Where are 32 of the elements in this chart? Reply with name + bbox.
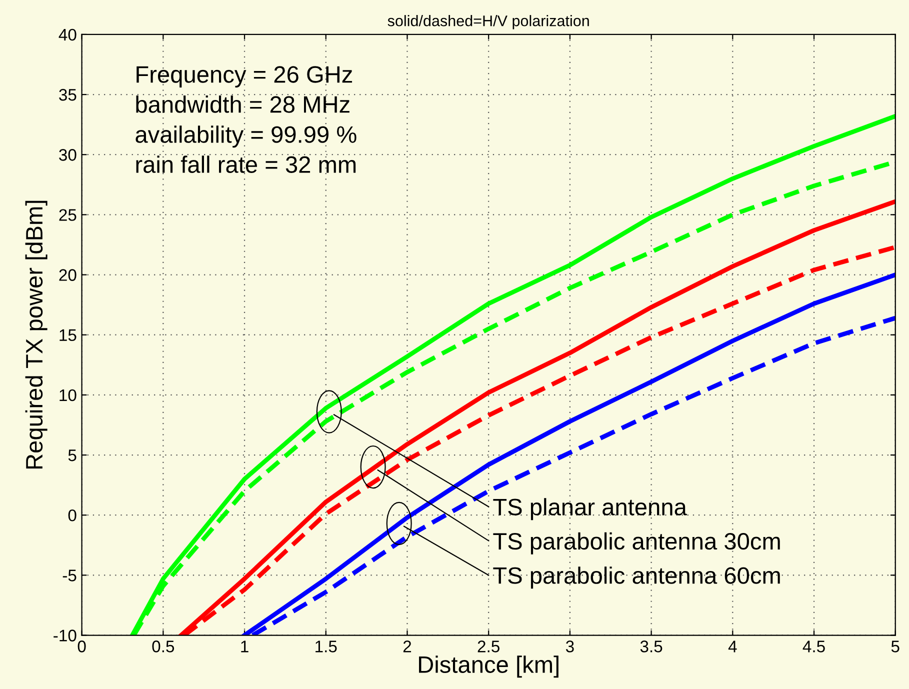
- y-tick-label: -5: [62, 570, 76, 582]
- x-tick-label: 0.5: [152, 640, 174, 652]
- annotation: TS planar antenna: [493, 498, 687, 520]
- x-tick-label: 2: [403, 640, 412, 652]
- x-tick-label: 5: [891, 640, 900, 652]
- x-tick-label: 2.5: [478, 640, 500, 652]
- y-tick-label: 20: [59, 269, 76, 281]
- x-axis-title: Distance [km]: [419, 656, 558, 678]
- x-tick-label: 0: [78, 640, 86, 652]
- y-tick-label: 5: [68, 450, 76, 462]
- y-tick-label: -10: [54, 630, 76, 642]
- annotation: rain fall rate = 32 mm: [136, 156, 356, 173]
- x-tick-label: 3.5: [640, 640, 662, 652]
- x-tick-label: 4.5: [802, 640, 825, 652]
- y-tick-label: 40: [58, 28, 76, 41]
- y-tick-label: 10: [60, 389, 76, 402]
- chart-title: solid/dashed=H/V polarization: [388, 15, 589, 30]
- annotation: bandwidth = 28 MHz: [136, 96, 350, 113]
- x-tick-label: 4: [728, 640, 737, 652]
- y-tick-label: 25: [59, 209, 76, 221]
- annotation: Frequency = 26 GHz: [136, 66, 352, 88]
- annotation: TS parabolic antenna 60cm: [493, 566, 780, 589]
- y-tick-label: 15: [60, 329, 76, 342]
- y-tick-label: 0: [68, 509, 76, 522]
- x-tick-label: 1.5: [316, 640, 337, 652]
- y-axis-title: Required TX power [dBm]: [25, 200, 48, 469]
- x-tick-label: 3: [566, 640, 574, 652]
- x-tick-label: 1: [241, 640, 248, 652]
- annotation: TS parabolic antenna 30cm: [493, 532, 780, 554]
- y-tick-label: 30: [59, 149, 76, 161]
- y-tick-label: 35: [59, 88, 76, 101]
- annotation: availability = 99.99 %: [136, 126, 356, 148]
